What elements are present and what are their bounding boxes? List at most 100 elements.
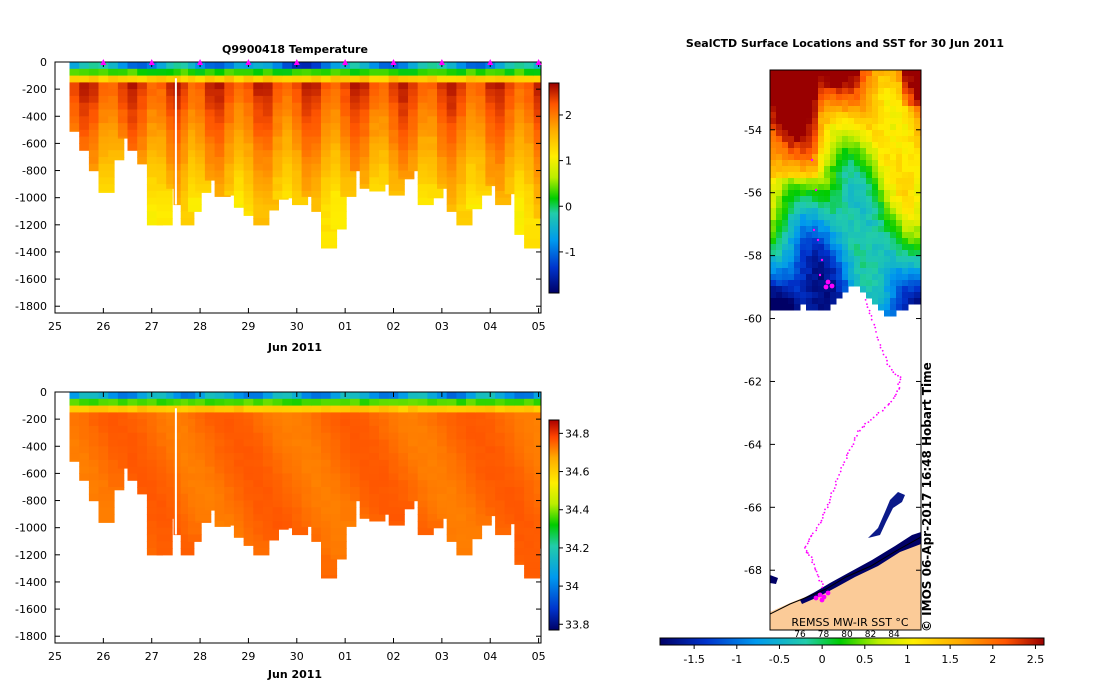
track-point	[821, 586, 824, 589]
sst-cell	[776, 232, 783, 239]
section-cell	[180, 157, 195, 165]
track-point	[842, 464, 845, 466]
sst-cell	[800, 142, 807, 149]
track-point	[812, 228, 816, 232]
section-cell	[504, 75, 521, 83]
sst-cell	[824, 292, 831, 299]
section-cell	[514, 425, 531, 434]
section-cell	[495, 392, 512, 400]
section-cell	[524, 500, 541, 508]
section-cell	[456, 89, 473, 97]
section-cell	[437, 170, 454, 178]
section-cell	[427, 514, 444, 522]
sst-cell	[818, 148, 825, 155]
sst-colorbar-ticks: -1.5 -1 -0.5 0 0.5 1 1.5 2 2.576 78 80 82 84	[683, 630, 1044, 666]
section-cell	[188, 405, 202, 413]
temperature-y-axis: 0-200-400-600-800-1000-1200-1400-1600-18…	[15, 56, 541, 313]
section-cell	[233, 493, 250, 502]
sst-cell	[782, 160, 789, 167]
section-cell	[292, 520, 309, 529]
section-cell	[475, 419, 492, 427]
section-cell	[466, 514, 483, 522]
section-cell	[88, 453, 105, 461]
section-cell	[243, 163, 260, 172]
sst-cell	[818, 184, 825, 191]
section-cell	[475, 392, 492, 400]
sst-cell	[896, 268, 903, 275]
sst-cell	[890, 190, 897, 197]
section-cell	[495, 150, 512, 158]
sst-cell	[860, 226, 867, 233]
section-cell	[446, 170, 463, 178]
sst-cell	[884, 100, 891, 107]
section-cell	[243, 466, 260, 474]
section-cell	[224, 398, 241, 407]
sst-cell	[770, 166, 777, 173]
section-cell	[146, 480, 163, 488]
section-cell	[146, 459, 163, 468]
section-cell	[446, 425, 463, 434]
sst-cell	[914, 262, 921, 269]
sst-cell	[800, 100, 807, 107]
section-cell	[427, 432, 444, 441]
track-point	[870, 318, 873, 321]
sst-cell	[830, 250, 837, 257]
sst-cell	[788, 70, 795, 77]
section-cell	[166, 170, 180, 178]
section-cell	[359, 95, 376, 104]
section-cell	[466, 102, 483, 111]
section-cell	[369, 439, 386, 447]
sst-cell	[854, 142, 861, 149]
section-cell	[156, 95, 173, 104]
section-cell	[379, 143, 396, 151]
track-point	[826, 506, 829, 509]
section-cell	[253, 446, 270, 454]
section-cell	[504, 453, 521, 461]
section-cell	[369, 163, 386, 172]
sst-cell	[836, 160, 843, 167]
section-cell	[533, 204, 541, 212]
section-cell	[524, 432, 541, 441]
section-cell	[408, 392, 425, 400]
temperature-colorbar-ticks: 210-1	[559, 109, 576, 259]
section-cell	[466, 150, 483, 158]
section-cell	[98, 102, 115, 111]
section-cell	[533, 425, 541, 434]
section-cell	[321, 554, 338, 563]
track-point	[807, 540, 810, 543]
sst-cell	[908, 262, 915, 269]
section-cell	[137, 157, 154, 165]
section-cell	[166, 143, 180, 151]
section-cell	[173, 163, 188, 172]
section-cell	[69, 62, 86, 70]
section-cell	[253, 95, 270, 104]
sst-cell	[896, 196, 903, 203]
sst-cell	[890, 202, 897, 209]
sst-cell	[884, 274, 891, 281]
temperature-colorbar	[548, 82, 560, 294]
section-cell	[195, 82, 212, 90]
section-cell	[456, 177, 473, 185]
sst-cell	[848, 118, 855, 125]
sst-cell	[878, 184, 885, 191]
sst-cell	[842, 112, 849, 119]
section-cell	[330, 109, 347, 117]
section-cell	[466, 95, 483, 104]
section-cell	[388, 514, 405, 522]
section-cell	[204, 446, 221, 454]
section-cell	[243, 95, 260, 104]
section-cell	[524, 487, 541, 495]
section-cell	[359, 392, 376, 400]
section-cell	[88, 419, 105, 427]
section-cell	[475, 177, 492, 185]
section-cell	[514, 398, 531, 407]
section-cell	[495, 453, 512, 461]
section-cell	[359, 412, 376, 420]
sst-cell	[830, 184, 837, 191]
sst-cell	[770, 82, 777, 89]
sst-cell	[902, 280, 909, 287]
sst-cell	[854, 244, 861, 251]
section-cell	[495, 143, 512, 151]
section-cell	[524, 514, 541, 522]
section-cell	[233, 514, 250, 522]
